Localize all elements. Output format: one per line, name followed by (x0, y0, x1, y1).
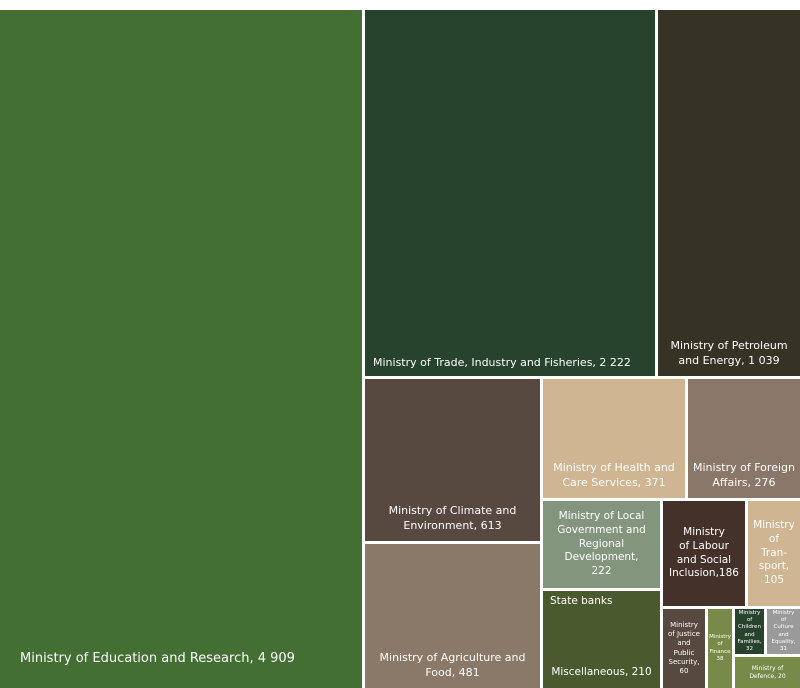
treemap-cell: Ministry of Climate and Environment, 613 (365, 379, 540, 541)
treemap-cell: Ministry of Foreign Affairs, 276 (688, 379, 800, 498)
treemap-cell: Ministry of Health and Care Services, 37… (543, 379, 685, 498)
treemap-cell-label: Ministry of Culture and Equality, 31 (771, 610, 796, 652)
treemap-cell-label: Miscellaneous, 210 (551, 666, 652, 679)
treemap-cell: Ministry of Petroleum and Energy, 1 039 (658, 10, 800, 376)
treemap-cell-label: Ministry of Finance 38 (709, 634, 731, 662)
treemap-cell-label: Ministry of Justice and Public Security,… (668, 621, 700, 675)
treemap-cell-label: Ministry of Defence, 20 (749, 664, 786, 680)
treemap-cell-label: Ministry of Education and Research, 4 90… (20, 651, 295, 667)
treemap-cell-label: Ministry of Local Government and Regiona… (557, 510, 646, 577)
treemap-cell: Ministry of Agriculture and Food, 481 (365, 544, 540, 688)
treemap-cell: State banks Miscellaneous, 210 (543, 591, 660, 688)
treemap-cell-label: Ministry of Foreign Affairs, 276 (693, 461, 795, 489)
treemap-cell: Ministry of Culture and Equality, 31 (767, 609, 800, 654)
treemap-cell-label: Ministry of Petroleum and Energy, 1 039 (670, 339, 788, 367)
treemap-cell-label: Ministry of Health and Care Services, 37… (553, 461, 675, 489)
treemap-cell: Ministry of Tran- sport, 105 (748, 501, 800, 606)
treemap-cell-label: Ministry of Trade, Industry and Fisherie… (373, 355, 631, 369)
treemap-cell-label: Ministry of Agriculture and Food, 481 (379, 651, 526, 679)
treemap-group-label: State banks (550, 595, 613, 607)
treemap-cell-label: Ministry of Labour and Social Inclusion,… (669, 526, 739, 580)
treemap-cell: Ministry of Trade, Industry and Fisherie… (365, 10, 655, 376)
treemap-cell: Ministry of Labour and Social Inclusion,… (663, 501, 745, 606)
treemap-cell: Ministry of Local Government and Regiona… (543, 501, 660, 588)
treemap-cell-label: Ministry of Climate and Environment, 613 (388, 504, 517, 532)
treemap-cell: Ministry of Children and Families, 32 (735, 609, 764, 654)
treemap-cell: Ministry of Justice and Public Security,… (663, 609, 705, 688)
treemap-cell: Ministry of Education and Research, 4 90… (0, 10, 362, 688)
treemap-cell-label: Ministry of Tran- sport, 105 (753, 519, 795, 586)
treemap-cell: Ministry of Finance 38 (708, 609, 732, 688)
treemap-cell-label: Ministry of Children and Families, 32 (737, 610, 762, 652)
treemap-cell: Ministry of Defence, 20 (735, 657, 800, 688)
